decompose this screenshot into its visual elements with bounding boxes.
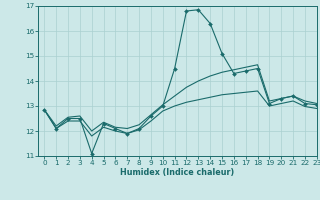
- X-axis label: Humidex (Indice chaleur): Humidex (Indice chaleur): [120, 168, 235, 177]
